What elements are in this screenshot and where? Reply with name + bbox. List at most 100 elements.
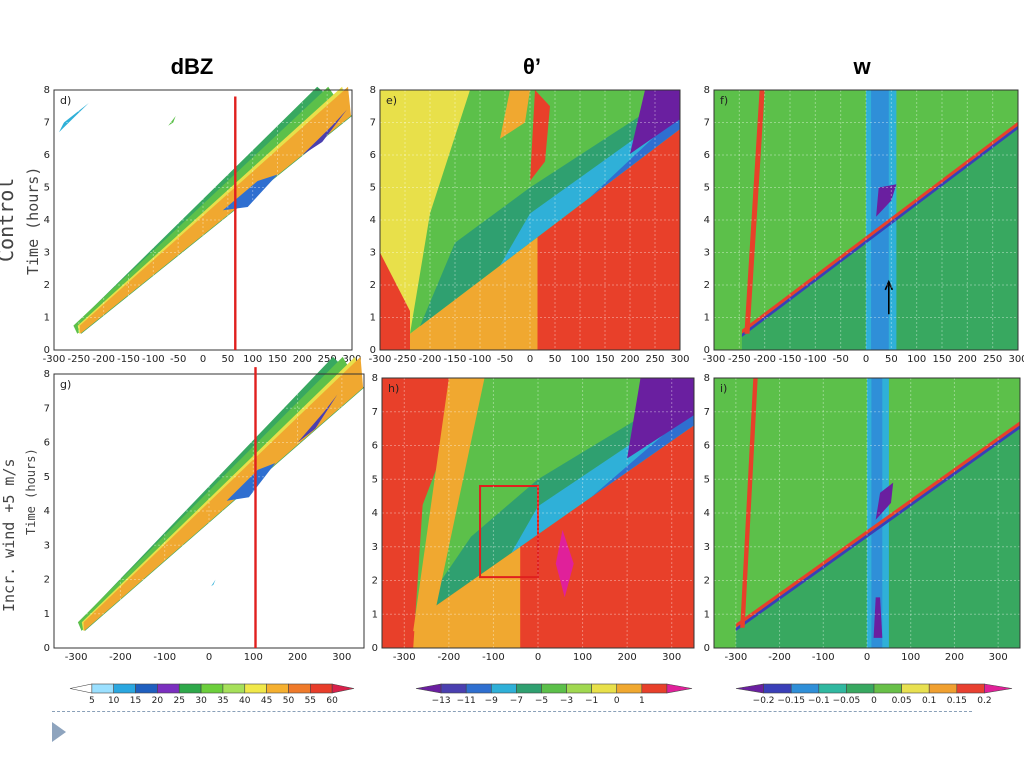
x-tick-label: -100 — [482, 652, 505, 663]
x-tick-label: 300 — [1008, 354, 1024, 365]
row-label-time-2: Time (hours) — [24, 448, 38, 535]
y-tick-label: 6 — [704, 150, 710, 161]
colorbar-label: 50 — [283, 696, 295, 706]
y-tick-label: 2 — [370, 280, 376, 291]
panel-label: f) — [720, 94, 728, 107]
highlight-box — [479, 485, 539, 579]
x-tick-label: -200 — [438, 652, 461, 663]
y-tick-label: 6 — [704, 441, 710, 452]
y-tick-label: 6 — [372, 441, 378, 452]
x-tick-label: 250 — [318, 354, 337, 365]
x-tick-label: 200 — [945, 652, 964, 663]
y-tick-label: 5 — [704, 474, 710, 485]
plot-frame — [713, 89, 1019, 351]
y-tick-label: 0 — [704, 345, 710, 356]
panel-label: i) — [720, 382, 727, 395]
y-tick-label: 4 — [370, 215, 376, 226]
y-tick-label: 3 — [44, 540, 50, 551]
colorbar-swatch — [157, 683, 180, 694]
colorbar-end-high — [984, 683, 1013, 694]
x-tick-label: 250 — [645, 354, 664, 365]
x-tick-label: 0 — [535, 652, 541, 663]
panel-h-theta-incr: 0 1 2 3 4 5 6 7 8 -300 -200 -100 0 100 200 300 h) — [364, 373, 695, 668]
x-tick-label: 100 — [244, 652, 263, 663]
panel-label: e) — [386, 94, 397, 107]
y-tick-label: 5 — [370, 183, 376, 194]
x-tick-label: -50 — [832, 354, 848, 365]
y-tick-label: 5 — [372, 474, 378, 485]
colorbar-swatch — [200, 683, 224, 694]
w-left-streak — [744, 90, 765, 334]
x-tick-label: 0 — [527, 354, 533, 365]
y-tick-label: 8 — [44, 85, 50, 96]
colorbar-dbz: 5 10 15 20 25 30 35 40 45 50 55 60 — [62, 680, 362, 706]
x-tick-label: 300 — [332, 652, 351, 663]
colorbar-swatch — [516, 683, 542, 694]
colorbar-swatch — [566, 683, 592, 694]
x-tick-label: -150 — [444, 354, 467, 365]
colorbar-label: 0.15 — [947, 696, 967, 706]
colorbar-swatch — [113, 683, 136, 694]
w-left-streak — [740, 378, 758, 628]
colorbar-label: −9 — [485, 696, 499, 706]
colorbar-swatch — [440, 683, 467, 694]
colorbar-label: 45 — [261, 696, 272, 706]
colorbar-end-high — [666, 683, 693, 694]
x-tick-label: -200 — [92, 354, 115, 365]
panel-label: g) — [60, 378, 71, 391]
y-tick-label: 2 — [44, 575, 50, 586]
w-updraft-core — [871, 90, 889, 350]
y-tick-label: 6 — [44, 438, 50, 449]
y-tick-label: 3 — [372, 542, 378, 553]
x-tick-label: -300 — [65, 652, 88, 663]
x-tick-label: 0 — [864, 652, 870, 663]
y-tick-label: 8 — [44, 369, 50, 380]
y-tick-label: 8 — [704, 373, 710, 384]
y-tick-label: 4 — [372, 508, 378, 519]
panel-f-w-control: 0 1 2 3 4 5 6 7 8 -300 -250 -200 -150 -100 -50 0 50 100 15… — [698, 85, 1024, 368]
w-diagonal-blue — [741, 125, 1018, 337]
y-tick-label: 4 — [704, 508, 710, 519]
y-tick-label: 0 — [44, 643, 50, 654]
w-left-region — [714, 90, 742, 350]
colorbar-swatch — [901, 683, 930, 694]
y-tick-label: 7 — [44, 403, 50, 414]
y-tick-label: 1 — [370, 313, 376, 324]
plot-frame — [381, 377, 695, 649]
x-tick-label: 200 — [618, 652, 637, 663]
theta-purple-region — [630, 90, 680, 154]
colorbar-swatch — [956, 683, 985, 694]
column-title-theta: θ’ — [522, 54, 541, 79]
colorbar-label: 0.05 — [892, 696, 912, 706]
y-tick-label: 1 — [704, 313, 710, 324]
y-tick-label: 0 — [370, 345, 376, 356]
x-tick-label: 0 — [863, 354, 869, 365]
x-tick-label: -100 — [469, 354, 492, 365]
y-tick-label: 5 — [44, 472, 50, 483]
colorbar-label: 30 — [195, 696, 207, 706]
y-tick-label: 2 — [372, 576, 378, 587]
colorbar-swatch — [873, 683, 902, 694]
w-left-region — [714, 378, 736, 648]
theta-magenta-streak — [555, 529, 574, 598]
x-tick-label: -300 — [369, 354, 392, 365]
y-tick-label: 3 — [370, 248, 376, 259]
arrow-head — [884, 279, 894, 291]
x-tick-label: -50 — [497, 354, 513, 365]
colorbar-label: 35 — [217, 696, 228, 706]
x-tick-label: 50 — [221, 354, 234, 365]
slide-bullet-icon — [52, 722, 66, 742]
x-tick-label: -300 — [703, 354, 726, 365]
x-tick-label: -300 — [725, 652, 748, 663]
reflectivity-band-peak — [83, 356, 364, 631]
panel-i-w-incr: 0 1 2 3 4 5 6 7 8 -300 -200 -100 0 100 200 300 i) — [698, 373, 1024, 668]
reflectivity-patch-cyan — [59, 103, 89, 133]
colorbar-swatch — [178, 683, 202, 694]
x-tick-label: -100 — [153, 652, 176, 663]
x-tick-label: -250 — [728, 354, 751, 365]
y-tick-label: 5 — [44, 183, 50, 194]
colorbar-swatch — [244, 683, 267, 694]
y-tick-label: 7 — [704, 407, 710, 418]
x-tick-label: 100 — [243, 354, 262, 365]
x-tick-label: -300 — [393, 652, 416, 663]
